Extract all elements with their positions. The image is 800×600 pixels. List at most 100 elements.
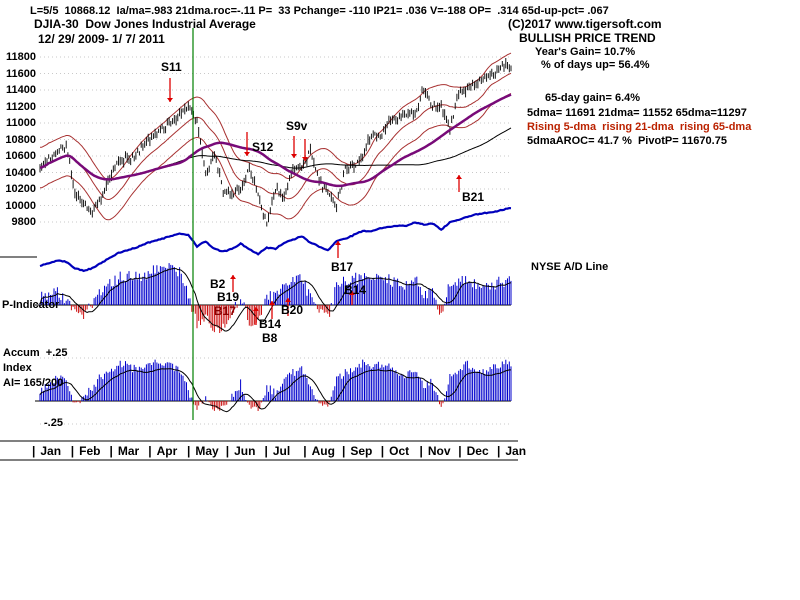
month-label-1-feb: | Feb (71, 444, 101, 458)
month-label-5-jun: | Jun (226, 444, 256, 458)
signal-label-b20-9: B20 (281, 303, 304, 317)
month-name: Nov (427, 444, 451, 458)
y-axis-label-10200: 10200 (5, 183, 36, 195)
month-name: Sep (350, 444, 373, 458)
signal-label-s11-0: S11 (161, 60, 182, 74)
days-up: % of days up= 56.4% (541, 59, 650, 71)
accum-ma-line (39, 368, 512, 413)
month-tick: | (497, 444, 501, 458)
month-tick: | (187, 444, 191, 458)
gain-65d: 65-day gain= 6.4% (545, 92, 641, 104)
month-name: Apr (156, 444, 178, 458)
month-label-9-oct: | Oct (381, 444, 409, 458)
month-name: Mar (117, 444, 140, 458)
stats-line: L=5/5 10868.12 Ia/ma=.983 21dma.roc=-.11… (30, 5, 609, 17)
y-axis-label-11000: 11000 (6, 117, 36, 129)
month-name: Jan (505, 444, 527, 458)
signal-arrow-down (302, 139, 308, 161)
signal-label-b14-10: B14 (259, 317, 282, 331)
month-name: Jul (272, 444, 291, 458)
month-tick: | (32, 444, 36, 458)
signal-arrow-up (456, 175, 462, 192)
month-tick: | (264, 444, 268, 458)
month-tick: | (342, 444, 346, 458)
month-label-12-jan: | Jan (497, 444, 526, 458)
month-name: Dec (466, 444, 489, 458)
dma-values: 5dma= 11691 21dma= 11552 65dma=11297 (527, 107, 747, 119)
p-indicator-label: P-Indicator (2, 299, 60, 311)
signal-arrow-up (253, 307, 259, 325)
signal-arrow-up (349, 291, 355, 305)
month-name: May (195, 444, 219, 458)
signal-arrow-down (244, 132, 250, 156)
price-bars (39, 58, 512, 227)
nyse-ad-label: NYSE A/D Line (531, 261, 609, 273)
p-indicator-bars-up (39, 263, 512, 305)
p-indicator-ma-line (39, 267, 512, 332)
month-tick: | (109, 444, 113, 458)
years-gain: Year's Gain= 10.7% (535, 46, 636, 58)
signal-label-b14-5: B14 (344, 283, 367, 297)
signal-arrow-up (230, 275, 236, 292)
accum-label: Accum +.25 (3, 347, 68, 359)
month-name: Aug (311, 444, 335, 458)
month-name: Jan (40, 444, 62, 458)
ma65-line (40, 93, 512, 188)
signal-label-b2-6: B2 (210, 277, 226, 291)
signal-label-b19-7: B19 (217, 290, 240, 304)
signal-label-b8-11: B8 (262, 331, 278, 345)
y-axis-label-10800: 10800 (5, 133, 36, 146)
signal-arrow-up (285, 298, 291, 316)
month-label-0-jan: | Jan (32, 444, 61, 458)
nyse-ad-line (39, 206, 512, 273)
month-name: Feb (79, 444, 101, 458)
signal-arrow-down (167, 78, 173, 102)
signal-arrow-down (291, 136, 297, 158)
month-label-3-apr: | Apr (148, 444, 177, 458)
upper-band-line (39, 52, 512, 180)
ai-label: AI= 165/200 (3, 377, 64, 389)
signal-arrow-up (335, 241, 341, 258)
y-axis-label-10600: 10600 (5, 150, 36, 162)
signal-label-s9v-2: S9v (286, 119, 308, 133)
index-label: Index (3, 362, 32, 374)
month-tick: | (303, 444, 307, 458)
month-tick: | (380, 444, 385, 458)
date-range: 12/ 29/ 2009- 1/ 7/ 2011 (38, 32, 165, 46)
month-label-7-aug: | Aug (303, 444, 335, 458)
y-axis-label-11200: 11200 (6, 100, 36, 113)
month-tick: | (419, 444, 423, 458)
signal-arrow-up (269, 301, 275, 319)
month-label-2-mar: | Mar (110, 444, 140, 458)
month-name: Oct (389, 444, 410, 458)
month-tick: | (70, 444, 75, 458)
signal-label-s12-1: S12 (252, 140, 274, 154)
month-tick: | (225, 444, 230, 458)
signal-label-b21-4: B21 (462, 190, 485, 204)
month-label-6-jul: | Jul (265, 444, 291, 458)
symbol-title: DJIA-30 Dow Jones Industrial Average (34, 17, 256, 31)
signal-label-b17-3: B17 (331, 260, 354, 274)
month-tick: | (458, 444, 462, 458)
y-axis-label-9800: 9800 (11, 216, 36, 228)
rising-dma: Rising 5-dma rising 21-dma rising 65-dma (527, 121, 752, 133)
lower-band-line (40, 93, 512, 221)
month-label-4-may: | May (187, 444, 219, 458)
month-label-8-sep: | Sep (342, 444, 372, 458)
y-axis-label-11800: 11800 (6, 51, 36, 63)
month-label-10-nov: | Nov (420, 444, 451, 458)
minus-25-label: -.25 (44, 417, 63, 429)
month-tick: | (148, 444, 152, 458)
month-label-11-dec: | Dec (458, 444, 488, 458)
y-axis-label-10000: 10000 (5, 199, 36, 212)
signal-label-b17-8: B17 (214, 304, 237, 318)
y-axis-label-11400: 11400 (6, 84, 36, 96)
y-axis-label-10400: 10400 (5, 166, 36, 179)
accum-bars-up (39, 359, 512, 401)
month-name: Jun (234, 444, 256, 458)
y-axis-label-11600: 11600 (6, 67, 36, 80)
trend-label: BULLISH PRICE TREND (519, 31, 656, 45)
aroc-pivot: 5dmaAROC= 41.7 % PivotP= 11670.75 (527, 135, 727, 147)
